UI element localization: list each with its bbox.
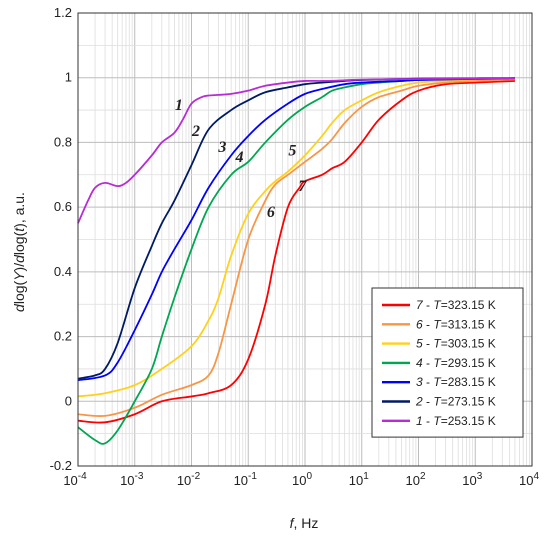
- y-tick-label: 0: [65, 393, 72, 408]
- y-tick-label: -0.2: [50, 458, 72, 473]
- curve-label-4: 4: [234, 149, 243, 166]
- curve-label-7: 7: [298, 178, 307, 195]
- curve-label-3: 3: [217, 139, 226, 156]
- legend-entry-2: 2 - T=273.15 K: [415, 395, 496, 409]
- x-tick-label: 10-4: [63, 471, 87, 488]
- plot-frame: [77, 12, 533, 467]
- series-line-3: [77, 77, 515, 382]
- legend-entry-6: 6 - T=313.15 K: [416, 317, 496, 331]
- legend-entry-4: 4 - T=293.15 K: [416, 356, 496, 370]
- y-axis-label: dlog(Y)/dlog(t), a.u.: [11, 192, 27, 312]
- x-tick-label: 10-1: [234, 471, 258, 488]
- y-tick-label: 0.8: [54, 134, 72, 149]
- y-tick-label: 0.6: [54, 199, 72, 214]
- y-tick-label: 0.4: [54, 264, 72, 279]
- y-tick-label: 0.2: [54, 329, 72, 344]
- y-tick-label: 1.2: [54, 5, 72, 20]
- curve-label-1: 1: [175, 97, 183, 114]
- legend-entry-1: 1 - T=253.15 K: [416, 414, 496, 428]
- x-tick-label: 103: [462, 471, 482, 488]
- grid: [77, 12, 533, 467]
- x-tick-label: 10-2: [177, 471, 201, 488]
- curve-label-6: 6: [267, 204, 275, 221]
- x-tick-label: 104: [519, 471, 539, 488]
- legend-entry-5: 5 - T=303.15 K: [416, 337, 496, 351]
- x-axis-label: f, Hz: [290, 515, 319, 531]
- curve-label-5: 5: [288, 142, 296, 159]
- y-tick-label: 1: [65, 70, 72, 85]
- series-line-7: [77, 80, 515, 424]
- series-line-6: [77, 78, 515, 417]
- legend-entry-7: 7 - T=323.15 K: [416, 298, 496, 312]
- legend: 7 - T=323.15 K 6 - T=313.15 K 5 - T=303.15…: [371, 287, 524, 438]
- x-tick-label: 10-3: [120, 471, 144, 488]
- series-line-5: [77, 77, 515, 398]
- x-tick-label: 101: [349, 471, 369, 488]
- y-tick-labels: -0.2 0 0.2 0.4 0.6 0.8 1 1.2: [50, 5, 72, 473]
- curve-label-2: 2: [191, 123, 200, 140]
- x-tick-label: 102: [405, 471, 425, 488]
- legend-entry-3: 3 - T=283.15 K: [416, 375, 496, 389]
- x-tick-labels: 10-4 10-3 10-2 10-1 100 101 102 103 104: [63, 471, 539, 488]
- x-tick-label: 100: [292, 471, 312, 488]
- series-line-1: [77, 77, 515, 224]
- series-layer: [77, 77, 515, 445]
